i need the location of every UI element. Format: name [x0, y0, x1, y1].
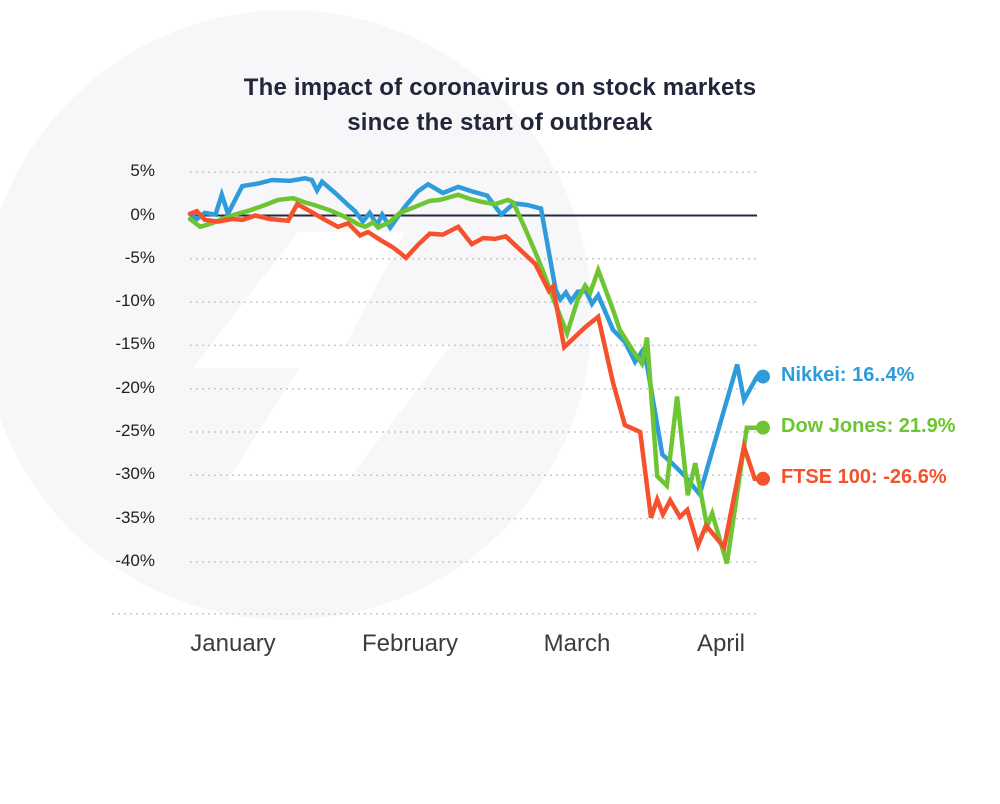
- dow-jones-end-dot: [756, 420, 770, 435]
- y-axis-tick-label: -15%: [115, 334, 155, 354]
- y-axis-tick-label: -5%: [124, 247, 155, 267]
- y-axis-tick-label: -40%: [115, 550, 155, 570]
- ftse-100-line: [187, 201, 760, 553]
- y-axis-tick-label: -30%: [115, 464, 155, 484]
- y-axis-tick-label: 0%: [130, 204, 155, 224]
- dow-jones-line: [187, 192, 760, 565]
- y-axis-tick-label: -20%: [115, 377, 155, 397]
- x-axis-label-march: March: [543, 630, 611, 657]
- y-axis-tick-label: -25%: [115, 421, 155, 440]
- series-label-dow-jones: Dow Jones: 21.9%: [781, 414, 956, 437]
- chart-title-line2: since the start of outbreak: [347, 109, 653, 136]
- ftse-100-end-dot: [756, 471, 770, 486]
- x-axis-label-february: February: [361, 630, 459, 657]
- chart-title-line1: The impact of coronavirus on stock marke…: [243, 74, 757, 101]
- y-axis-tick-label: -35%: [115, 507, 155, 527]
- y-axis-tick-label: -10%: [115, 291, 155, 311]
- y-axis-tick-label: 5%: [130, 161, 155, 181]
- chart-title: The impact of coronavirus on stock marke…: [0, 70, 1000, 140]
- series-label-ftse-100: FTSE 100: -26.6%: [781, 465, 947, 488]
- nikkei-end-dot: [756, 369, 770, 384]
- x-axis-label-april: April: [696, 630, 745, 657]
- x-axis-label-january: January: [190, 630, 276, 657]
- series-label-nikkei: Nikkei: 16..4%: [781, 363, 915, 386]
